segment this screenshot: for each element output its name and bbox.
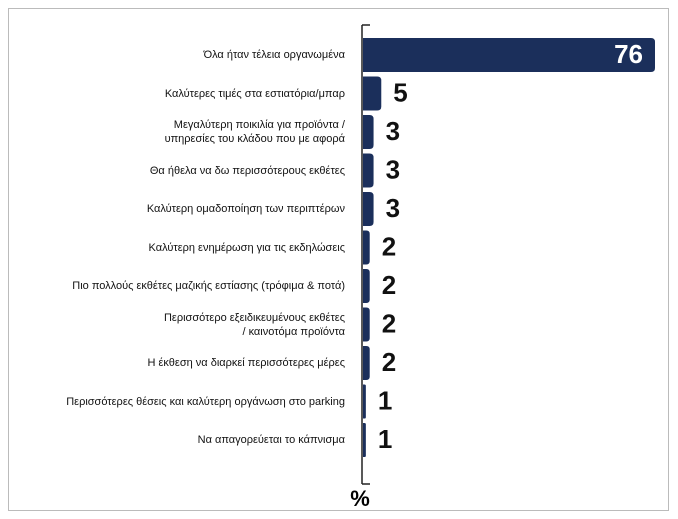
category-label: Η έκθεση να διαρκεί περισσότερες μέρες [147, 357, 345, 369]
category-label: Καλύτερες τιμές στα εστιατόρια/μπαρ [164, 87, 345, 100]
category-label: Περισσότερο εξειδικευμένους εκθέτες / κα… [163, 311, 345, 338]
category-label: Να απαγορεύεται το κάπνισμα [197, 434, 345, 446]
bar [363, 307, 370, 342]
bar [363, 76, 382, 111]
value-label: 3 [386, 116, 400, 146]
category-label: Όλα ήταν τέλεια οργανωμένα [203, 49, 345, 61]
value-label: 5 [393, 77, 407, 107]
category-label: Καλύτερη ομαδοποίηση των περιπτέρων [146, 203, 345, 215]
bar [363, 423, 366, 457]
bar [363, 346, 370, 380]
bar [363, 153, 374, 188]
value-label: 2 [382, 308, 396, 338]
bar [363, 230, 370, 265]
value-label: 3 [386, 154, 400, 184]
value-label: 2 [382, 347, 396, 377]
value-label: 2 [382, 231, 396, 261]
category-label: Καλύτερη ενημέρωση για τις εκδηλώσεις [148, 241, 345, 254]
bar [363, 384, 366, 419]
bar [363, 192, 374, 226]
category-label: Μεγαλύτερη ποικιλία για προϊόντα / υπηρε… [164, 119, 345, 145]
value-label: 1 [378, 385, 392, 415]
category-label: Θα ήθελα να δω περισσότερους εκθέτες [149, 164, 345, 177]
bar [363, 115, 374, 149]
value-label: 2 [382, 270, 396, 300]
value-label: 76 [614, 39, 643, 69]
value-label: 1 [378, 424, 392, 454]
frame [8, 8, 669, 511]
bar [363, 38, 655, 72]
category-label: Πιο πολλούς εκθέτες μαζικής εστίασης (τρ… [72, 280, 345, 292]
value-label: 3 [386, 193, 400, 223]
category-label: Περισσότερες θέσεις και καλύτερη οργάνωσ… [66, 395, 345, 408]
x-axis-label: % [350, 486, 370, 511]
bar [363, 269, 370, 303]
